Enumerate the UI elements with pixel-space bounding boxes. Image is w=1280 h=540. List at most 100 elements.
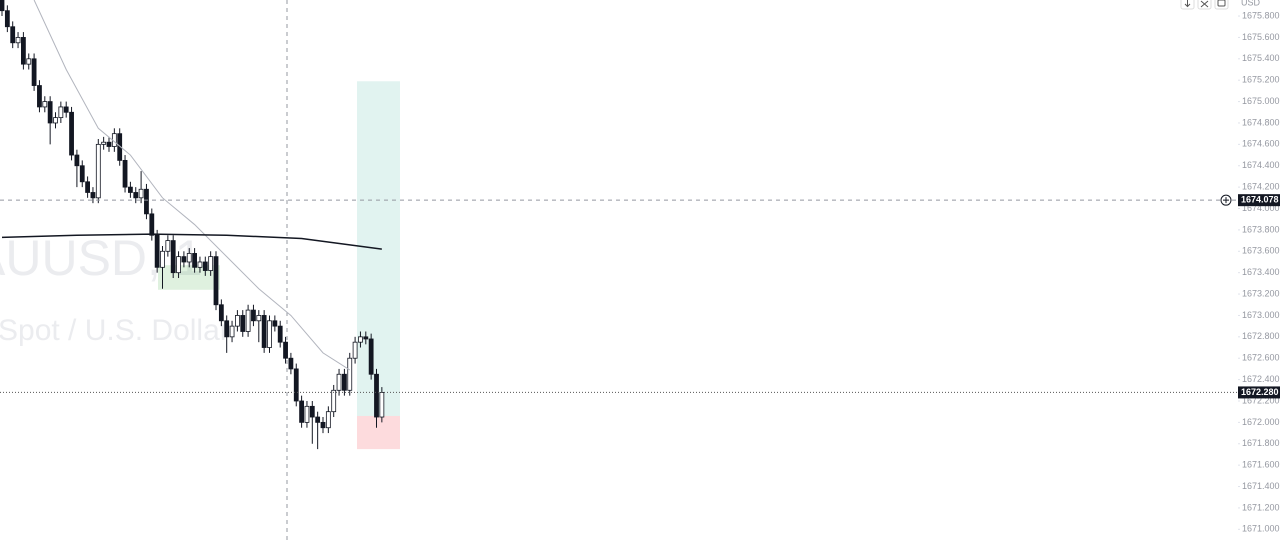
candle-body	[69, 111, 74, 156]
candle-body	[138, 188, 144, 199]
candle-body	[10, 26, 16, 44]
price-label-bg	[1238, 386, 1280, 399]
candle-body	[315, 416, 321, 423]
candle-body	[256, 315, 262, 322]
candle-body	[352, 341, 358, 359]
candle-body	[47, 101, 53, 124]
watermark-symbol: AUUSD, 1	[0, 230, 203, 286]
y-tick-label: 1672.200	[1242, 395, 1280, 405]
candle-body	[160, 250, 165, 268]
candle-body	[122, 159, 128, 188]
candle-body	[4, 10, 10, 28]
candle-body	[261, 315, 267, 348]
candle-body	[331, 389, 337, 413]
candle-body	[379, 392, 385, 418]
candle-body	[208, 256, 214, 271]
button[interactable]	[1214, 0, 1229, 10]
candle-body	[218, 304, 224, 322]
icon	[1200, 0, 1209, 8]
candle-body	[15, 37, 21, 44]
y-tick-label: 1675.800	[1242, 10, 1280, 20]
loss-zone	[357, 415, 400, 450]
candle-body	[245, 309, 251, 332]
candle-body	[85, 181, 90, 193]
y-tick-label: 1673.800	[1242, 224, 1280, 234]
candle-body	[368, 338, 374, 375]
crosshair-price-label: 1674.078	[1241, 195, 1279, 205]
candle-body	[304, 405, 310, 423]
icon	[1184, 0, 1191, 8]
candle-body	[95, 143, 101, 199]
candle-body	[374, 373, 379, 418]
y-tick-label: 1672.000	[1242, 417, 1280, 427]
candle-body	[240, 315, 246, 332]
y-tick-label: 1672.600	[1242, 353, 1280, 363]
y-tick-label: 1673.600	[1242, 246, 1280, 256]
candle-body	[154, 234, 160, 268]
candle-body	[53, 117, 58, 124]
y-tick-label: 1671.600	[1242, 460, 1280, 470]
candle-body	[347, 357, 353, 391]
candle-body	[127, 186, 133, 193]
candle-body	[79, 165, 85, 183]
candle-body	[20, 37, 26, 65]
candle-body	[267, 320, 272, 348]
plus-icon	[1223, 197, 1229, 204]
candle-body	[42, 101, 48, 108]
candle-body	[90, 192, 96, 199]
y-tick-label: 1673.000	[1242, 310, 1280, 320]
candle-body	[170, 240, 176, 274]
y-tick-label: 1675.200	[1242, 75, 1280, 85]
candle-body	[336, 373, 342, 391]
currency-label: USD	[1241, 0, 1261, 7]
candle-body	[144, 188, 149, 215]
y-tick-label: 1674.000	[1242, 203, 1280, 213]
candle-body	[74, 154, 80, 167]
y-tick-label: 1674.200	[1242, 182, 1280, 192]
candle-body	[106, 141, 112, 147]
candle-body	[202, 261, 208, 271]
candle-body	[117, 133, 123, 161]
y-tick-label: 1674.800	[1242, 117, 1280, 127]
y-tick-label: 1671.200	[1242, 502, 1280, 512]
icon	[1217, 0, 1226, 7]
candle-body	[186, 253, 192, 263]
candle-body	[309, 405, 315, 418]
candle-body	[229, 325, 235, 338]
watermark-description: Spot / U.S. Dollar	[0, 314, 230, 347]
y-tick-label: 1672.400	[1242, 374, 1280, 384]
y-tick-label: 1674.600	[1242, 139, 1280, 149]
candle-body	[63, 106, 69, 113]
candle-body	[288, 357, 294, 370]
candle-body	[37, 85, 42, 108]
candle-body	[58, 106, 64, 119]
button[interactable]	[1180, 0, 1195, 10]
candle-body	[234, 315, 240, 327]
candle-body	[0, 0, 5, 12]
y-tick-label: 1674.400	[1242, 160, 1280, 170]
y-tick-label: 1675.400	[1242, 53, 1280, 63]
y-tick-label: 1675.000	[1242, 96, 1280, 106]
y-tick-label: 1671.400	[1242, 481, 1280, 491]
y-tick-label: 1672.800	[1242, 331, 1280, 341]
candle-body	[341, 373, 347, 391]
candle-body	[358, 336, 363, 343]
candle-body	[224, 320, 230, 338]
candle-body	[363, 336, 369, 340]
y-tick-label: 1671.800	[1242, 438, 1280, 448]
candle-body	[320, 421, 326, 429]
candle-body	[31, 58, 37, 86]
candle-body	[325, 411, 331, 429]
y-tick-label: 1671.000	[1242, 524, 1280, 534]
candle-body	[299, 400, 305, 423]
candle-body	[277, 325, 283, 343]
moving-average	[1, 233, 382, 250]
y-tick-label: 1675.600	[1242, 32, 1280, 42]
y-tick-label: 1673.400	[1242, 267, 1280, 277]
y-tick-label: 1673.200	[1242, 288, 1280, 298]
candle-body	[133, 192, 139, 199]
candle-body	[293, 368, 299, 402]
candle-body	[26, 58, 32, 65]
button[interactable]	[1197, 0, 1212, 10]
candle-body	[101, 141, 107, 145]
